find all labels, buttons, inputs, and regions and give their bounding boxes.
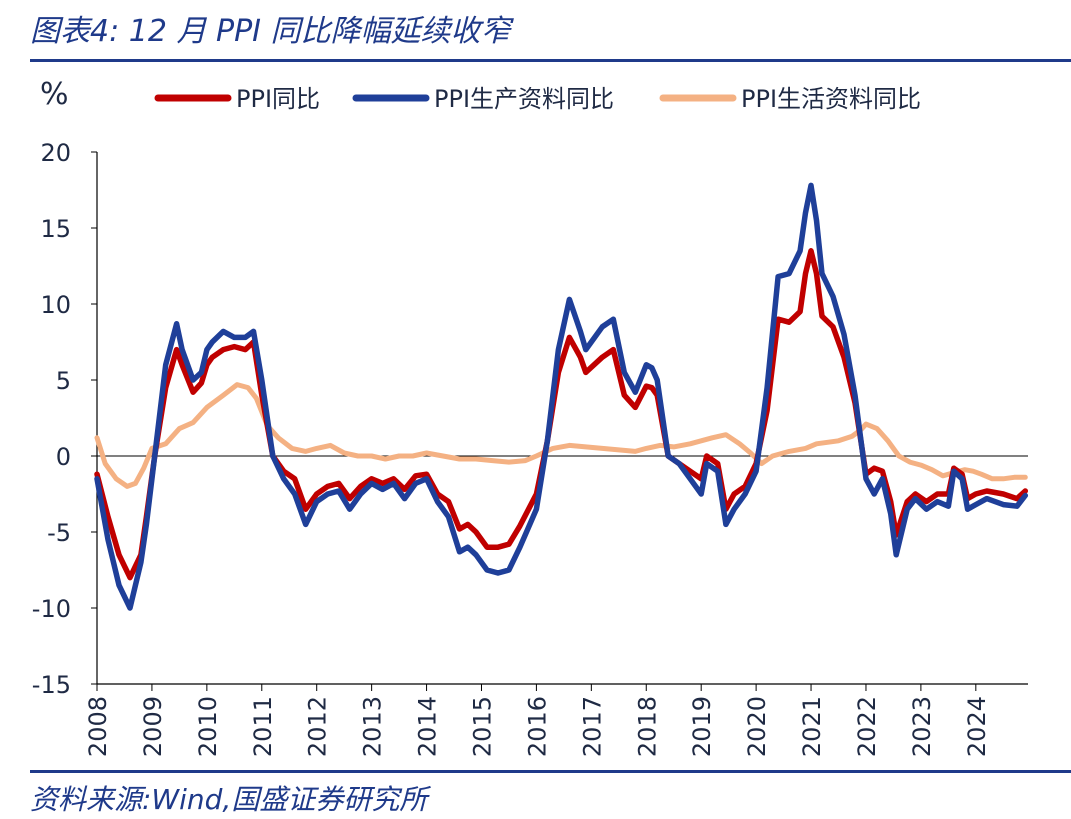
chart-title: 图表4: 12 月 PPI 同比降幅延续收窄 [30, 14, 511, 49]
series-line-0 [94, 248, 1029, 581]
y-axis-unit: % [40, 77, 69, 112]
x-tick-label: 2018 [633, 696, 661, 757]
x-tick-label: 2012 [304, 696, 332, 757]
x-tick-label: 2013 [359, 696, 387, 757]
x-tick-label: 2011 [249, 696, 277, 757]
chart-legend: PPI同比 PPI生产资料同比 PPI生活资料同比 [154, 85, 921, 113]
x-tick-label: 2020 [743, 696, 771, 757]
x-tick-label: 2021 [798, 696, 826, 757]
source-note: 资料来源:Wind,国盛证券研究所 [30, 783, 428, 816]
legend-label-2: PPI生活资料同比 [741, 85, 921, 113]
y-tick-label: 10 [40, 291, 71, 319]
legend-label-0: PPI同比 [236, 85, 320, 113]
series-line-2 [94, 382, 1028, 489]
y-tick-label: -15 [32, 671, 71, 699]
x-tick-label: 2022 [853, 696, 881, 757]
x-tick-label: 2015 [468, 696, 496, 757]
x-tick-label: 2008 [84, 696, 112, 757]
y-tick-label: 15 [40, 215, 71, 243]
x-tick-label: 2023 [908, 696, 936, 757]
x-tick-label: 2009 [139, 696, 167, 757]
y-tick-label: 20 [40, 139, 71, 167]
y-tick-label: 0 [56, 443, 71, 471]
x-tick-label: 2014 [414, 696, 442, 757]
x-tick-label: 2016 [523, 696, 551, 757]
x-tick-label: 2017 [578, 696, 606, 757]
title-divider [30, 59, 1071, 62]
legend-label-1: PPI生产资料同比 [434, 85, 614, 113]
source-divider [30, 770, 1071, 773]
x-tick-label: 2010 [194, 696, 222, 757]
y-tick-label: 5 [56, 367, 71, 395]
y-tick-label: -10 [32, 595, 71, 623]
x-tick-label: 2024 [963, 696, 991, 757]
series-line-1 [94, 182, 1029, 611]
x-tick-label: 2019 [688, 696, 716, 757]
y-tick-label: -5 [47, 519, 71, 547]
chart-series [94, 182, 1029, 611]
